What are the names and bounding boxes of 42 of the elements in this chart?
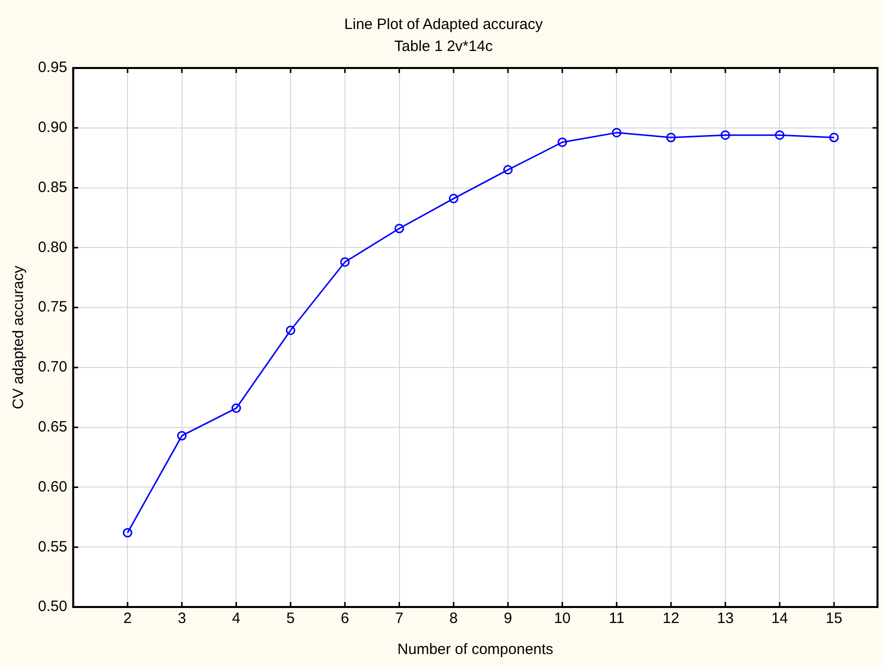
x-tick-label: 4 — [232, 610, 240, 628]
x-tick-label: 10 — [554, 610, 571, 628]
x-tick-label: 6 — [340, 610, 350, 628]
x-tick-label: 8 — [449, 610, 458, 628]
point — [286, 326, 296, 336]
x-tick-label: 14 — [771, 610, 788, 628]
point — [503, 165, 513, 175]
x-tick-label: 12 — [662, 610, 680, 628]
x-tick-label: 7 — [395, 610, 404, 628]
y-tick-label: 0.80 — [38, 238, 68, 256]
y-tick-label: 0.50 — [38, 598, 68, 616]
x-tick-label: 2 — [123, 610, 132, 628]
y-tick-label: 0.65 — [38, 418, 68, 436]
point — [340, 257, 350, 267]
x-tick-label: 13 — [716, 610, 734, 628]
x-tick-label: 5 — [286, 610, 295, 628]
x-axis-title: Number of components — [397, 641, 554, 658]
y-tick-label: 0.70 — [38, 358, 68, 376]
y-axis-title: CV adapted accuracy — [10, 265, 28, 410]
y-tick-label: 0.55 — [38, 538, 68, 556]
chart-subtitle: Table 1 2v*14c — [394, 38, 494, 56]
x-tick-label: 9 — [504, 610, 512, 628]
chart-title: Line Plot of Adapted accuracy — [344, 16, 544, 34]
point — [666, 132, 676, 142]
y-tick-label: 0.95 — [38, 59, 68, 76]
point — [394, 224, 404, 234]
point — [122, 528, 132, 538]
point — [612, 128, 622, 138]
point — [774, 130, 784, 140]
point — [558, 138, 568, 148]
point — [177, 430, 187, 440]
x-tick-label: 3 — [178, 610, 186, 628]
y-tick-label: 0.75 — [38, 298, 68, 316]
y-tick-label: 0.90 — [38, 119, 68, 136]
y-tick-label: 0.60 — [38, 478, 68, 496]
point — [720, 130, 730, 140]
point — [231, 403, 241, 413]
point — [448, 194, 458, 204]
x-tick-label: 11 — [608, 610, 624, 628]
y-tick-label: 0.85 — [38, 178, 68, 196]
x-tick-label: 15 — [826, 610, 842, 628]
point — [829, 132, 839, 142]
